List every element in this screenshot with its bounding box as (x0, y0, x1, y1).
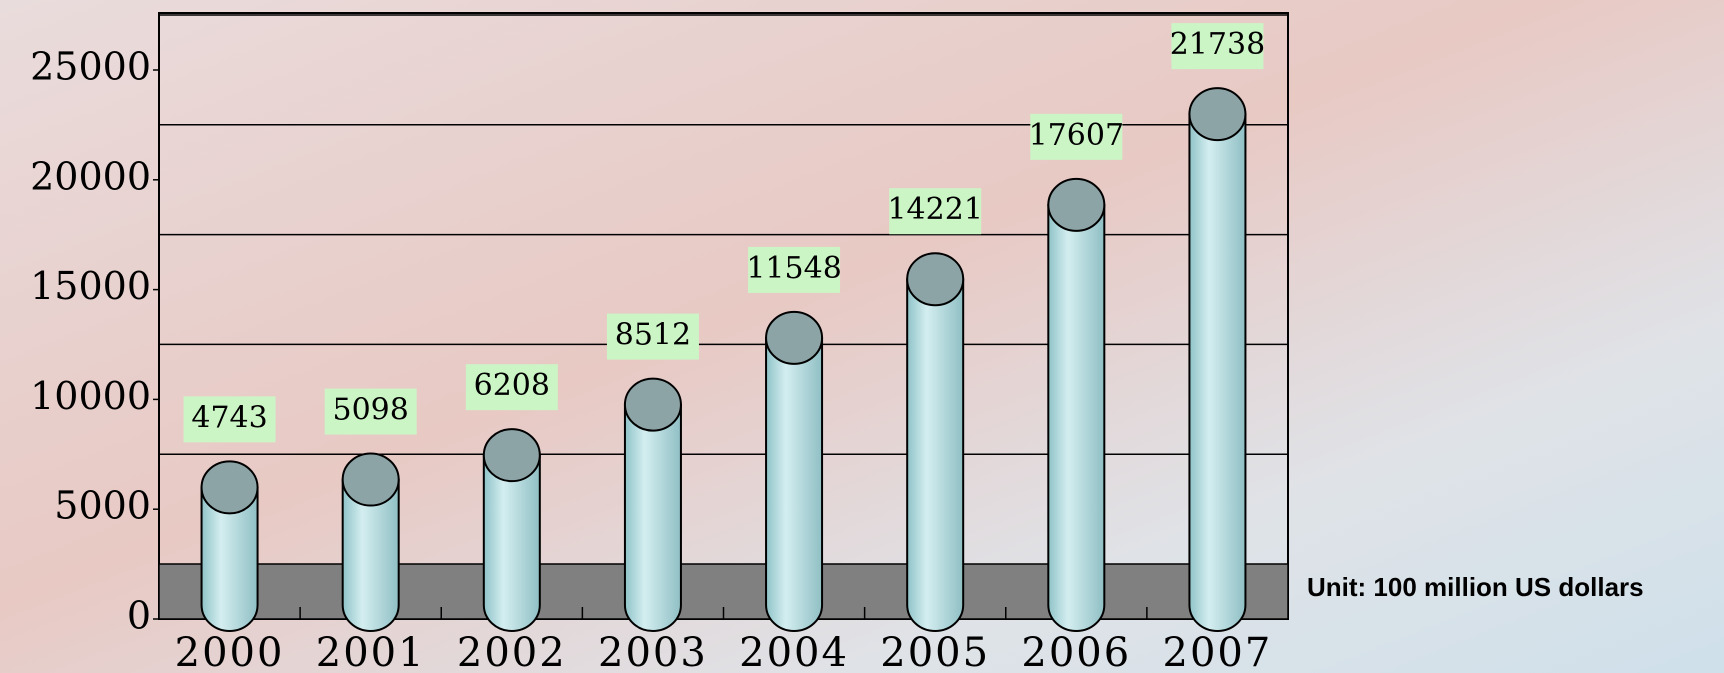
y-tick-label: 0 (127, 594, 151, 638)
cylinder-body (341, 478, 400, 632)
x-tick-label: 2005 (880, 630, 990, 673)
cylinder-body (906, 278, 965, 632)
bar (200, 460, 259, 632)
value-label-box (748, 246, 841, 293)
bar (906, 252, 965, 632)
x-tick-label: 2004 (739, 630, 849, 673)
y-tick-label: 25000 (30, 45, 151, 89)
value-label-box (324, 388, 417, 435)
unit-label: Unit: 100 million US dollars (1307, 572, 1644, 602)
cylinder-top (341, 452, 400, 507)
y-tick-label: 15000 (30, 264, 151, 308)
value-label: 21738 (1170, 27, 1265, 62)
cylinder-top (1047, 177, 1106, 232)
cylinder-body (1047, 203, 1106, 632)
value-label: 14221 (887, 192, 982, 227)
cylinder-body (765, 336, 824, 632)
y-tick-label: 20000 (30, 154, 151, 198)
cylinder-body (200, 486, 259, 632)
cylinder-body (482, 454, 541, 632)
value-label: 6208 (474, 368, 550, 403)
x-tick-label: 2001 (316, 630, 426, 673)
bar (341, 452, 400, 632)
cylinder-top (482, 428, 541, 483)
value-label: 5098 (333, 393, 409, 428)
cylinder-body (623, 403, 682, 632)
x-tick-label: 2002 (457, 630, 567, 673)
cylinder-body (1188, 113, 1247, 632)
x-tick-label: 2003 (598, 630, 708, 673)
x-tick-label: 2007 (1163, 630, 1273, 673)
value-label: 4743 (191, 400, 267, 435)
y-tick-label: 5000 (54, 484, 151, 528)
cylinder-top (200, 460, 259, 515)
value-label-box (183, 396, 276, 443)
value-label-box (465, 364, 558, 411)
bar (623, 377, 682, 632)
bar (765, 310, 824, 632)
x-tick-label: 2000 (175, 630, 285, 673)
cylinder-top (1188, 87, 1247, 142)
value-label: 8512 (615, 318, 691, 353)
cylinder-top (765, 310, 824, 365)
bar (1188, 87, 1247, 632)
bar (482, 428, 541, 632)
value-label-box (1030, 113, 1123, 160)
x-tick-label: 2006 (1021, 630, 1131, 673)
value-label: 17607 (1029, 118, 1124, 153)
value-label-box (889, 188, 982, 235)
value-label-box (1171, 23, 1264, 70)
cylinder-top (906, 252, 965, 307)
value-label-box (606, 313, 699, 360)
value-label: 11548 (746, 251, 841, 286)
bar (1047, 177, 1106, 632)
y-tick-label: 10000 (30, 374, 151, 418)
cylinder-top (623, 377, 682, 432)
